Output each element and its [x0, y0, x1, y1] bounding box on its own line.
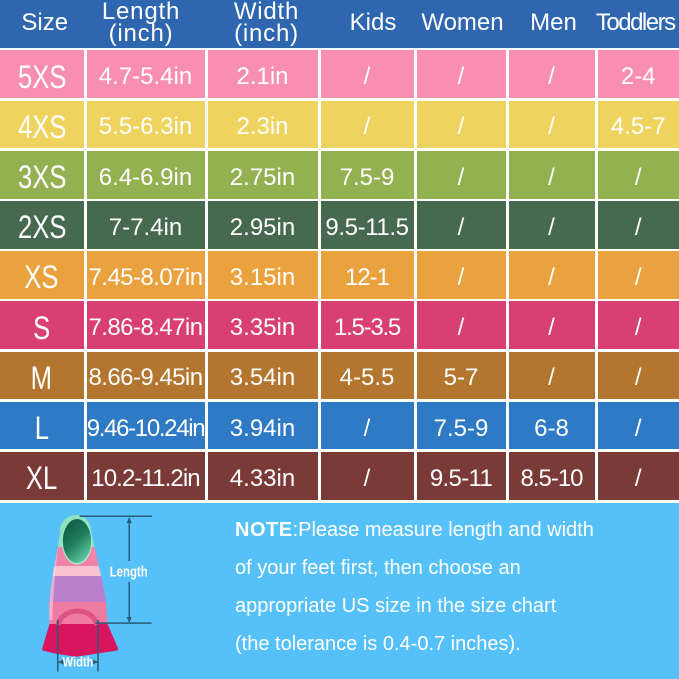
svg-text:Length: Length [110, 565, 148, 581]
svg-text:Width: Width [63, 655, 94, 670]
